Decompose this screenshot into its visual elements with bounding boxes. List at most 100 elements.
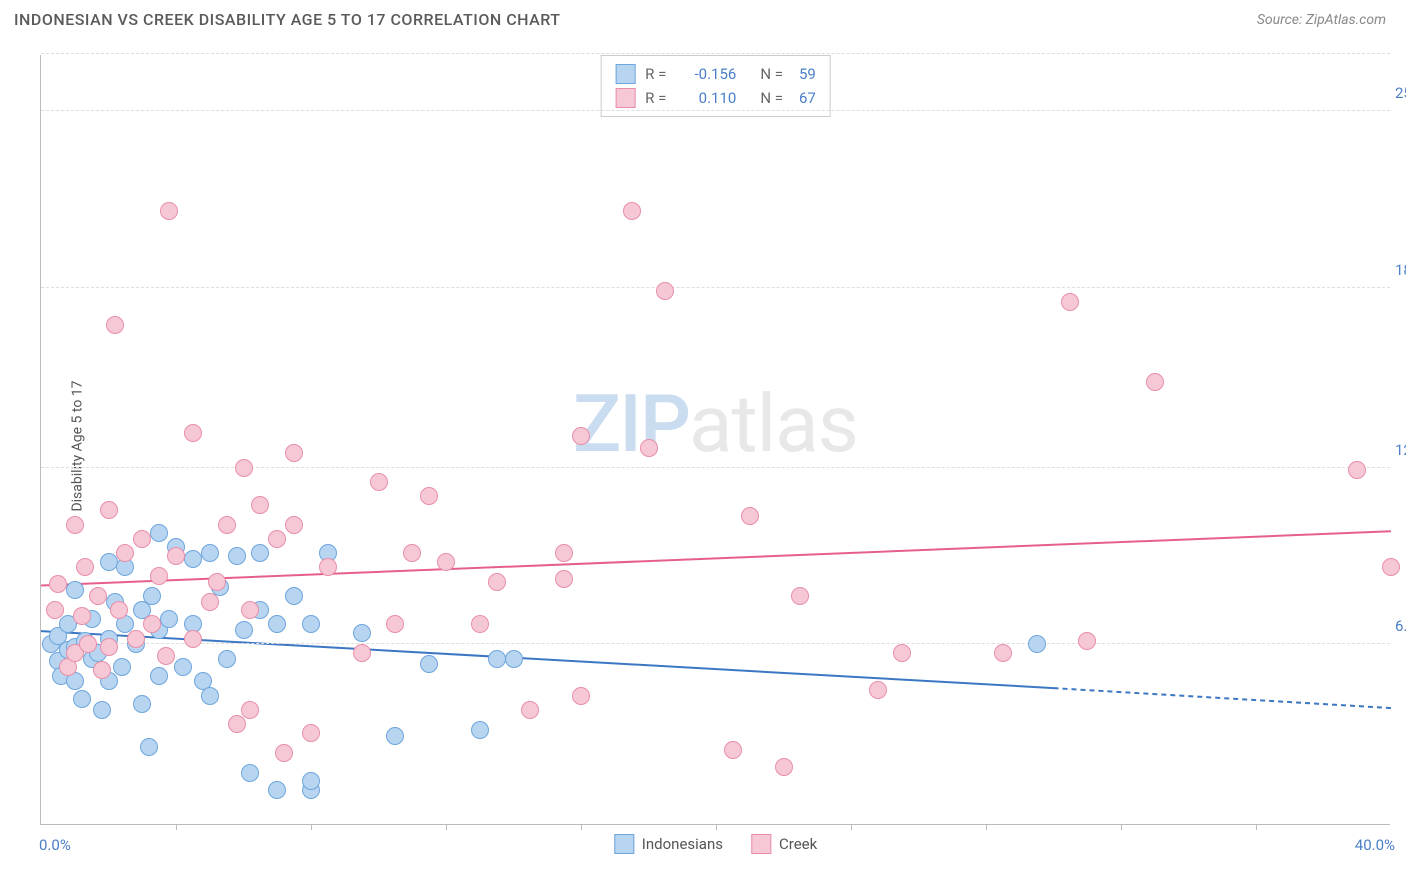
data-point-creek [100, 501, 118, 519]
data-point-creek [420, 487, 438, 505]
gridline [41, 643, 1390, 644]
data-point-creek [869, 681, 887, 699]
data-point-indonesians [201, 544, 219, 562]
r-label: R = [645, 65, 666, 83]
data-point-creek [251, 496, 269, 514]
data-point-creek [724, 741, 742, 759]
data-point-indonesians [73, 690, 91, 708]
data-point-creek [184, 424, 202, 442]
data-point-creek [285, 516, 303, 534]
stats-legend: R = -0.156 N = 59 R = 0.110 N = 67 [600, 55, 831, 117]
data-point-indonesians [143, 587, 161, 605]
swatch-creek [751, 834, 771, 854]
data-point-indonesians [488, 650, 506, 668]
data-point-creek [133, 530, 151, 548]
x-tick [851, 824, 852, 830]
data-point-indonesians [140, 738, 158, 756]
n-value-1: 67 [799, 89, 816, 107]
data-point-creek [1382, 558, 1400, 576]
data-point-creek [49, 575, 67, 593]
data-point-creek [79, 635, 97, 653]
data-point-creek [167, 547, 185, 565]
data-point-indonesians [113, 658, 131, 676]
r-label: R = [645, 89, 666, 107]
data-point-creek [127, 630, 145, 648]
swatch-indonesians [615, 64, 635, 84]
data-point-creek [572, 687, 590, 705]
data-point-creek [302, 724, 320, 742]
chart-header: INDONESIAN VS CREEK DISABILITY AGE 5 TO … [0, 0, 1406, 37]
swatch-creek [615, 88, 635, 108]
data-point-indonesians [241, 764, 259, 782]
x-tick [176, 824, 177, 830]
swatch-indonesians [614, 834, 634, 854]
data-point-indonesians [302, 772, 320, 790]
chart-source: Source: ZipAtlas.com [1257, 12, 1386, 28]
data-point-creek [241, 701, 259, 719]
n-label: N = [760, 89, 783, 107]
data-point-indonesians [174, 658, 192, 676]
data-point-creek [285, 444, 303, 462]
data-point-indonesians [235, 621, 253, 639]
data-point-creek [893, 644, 911, 662]
data-point-creek [218, 516, 236, 534]
data-point-creek [66, 516, 84, 534]
stats-legend-row-0: R = -0.156 N = 59 [615, 62, 816, 86]
n-label: N = [760, 65, 783, 83]
gridline [41, 53, 1390, 54]
data-point-creek [488, 573, 506, 591]
data-point-creek [1348, 461, 1366, 479]
data-point-indonesians [133, 695, 151, 713]
data-point-creek [555, 544, 573, 562]
data-point-creek [775, 758, 793, 776]
data-point-indonesians [505, 650, 523, 668]
data-point-creek [994, 644, 1012, 662]
data-point-creek [403, 544, 421, 562]
data-point-creek [623, 202, 641, 220]
data-point-indonesians [150, 667, 168, 685]
data-point-creek [353, 644, 371, 662]
data-point-creek [143, 615, 161, 633]
data-point-indonesians [184, 550, 202, 568]
data-point-creek [100, 638, 118, 656]
data-point-indonesians [471, 721, 489, 739]
data-point-creek [160, 202, 178, 220]
data-point-indonesians [386, 727, 404, 745]
data-point-creek [110, 601, 128, 619]
data-point-creek [184, 630, 202, 648]
x-tick [311, 824, 312, 830]
data-point-creek [46, 601, 64, 619]
data-point-creek [437, 553, 455, 571]
x-tick [1121, 824, 1122, 830]
y-tick-label: 12.5% [1395, 441, 1406, 459]
data-point-creek [228, 715, 246, 733]
data-point-creek [1146, 373, 1164, 391]
data-point-indonesians [228, 547, 246, 565]
data-point-indonesians [93, 701, 111, 719]
data-point-indonesians [420, 655, 438, 673]
chart-title: INDONESIAN VS CREEK DISABILITY AGE 5 TO … [14, 10, 561, 29]
data-point-indonesians [66, 581, 84, 599]
data-point-indonesians [201, 687, 219, 705]
data-point-creek [235, 459, 253, 477]
data-point-indonesians [1028, 635, 1046, 653]
data-point-creek [319, 558, 337, 576]
data-point-indonesians [302, 615, 320, 633]
data-point-creek [1078, 632, 1096, 650]
y-tick-label: 6.3% [1395, 617, 1406, 635]
data-point-creek [93, 661, 111, 679]
r-value-1: 0.110 [676, 89, 736, 107]
data-point-indonesians [353, 624, 371, 642]
data-point-creek [268, 530, 286, 548]
data-point-creek [471, 615, 489, 633]
data-point-creek [370, 473, 388, 491]
data-point-creek [640, 439, 658, 457]
x-tick [986, 824, 987, 830]
x-tick [716, 824, 717, 830]
data-point-creek [116, 544, 134, 562]
series-legend: Indonesians Creek [614, 834, 817, 854]
data-point-creek [656, 282, 674, 300]
data-point-creek [150, 567, 168, 585]
data-point-creek [521, 701, 539, 719]
x-tick [581, 824, 582, 830]
